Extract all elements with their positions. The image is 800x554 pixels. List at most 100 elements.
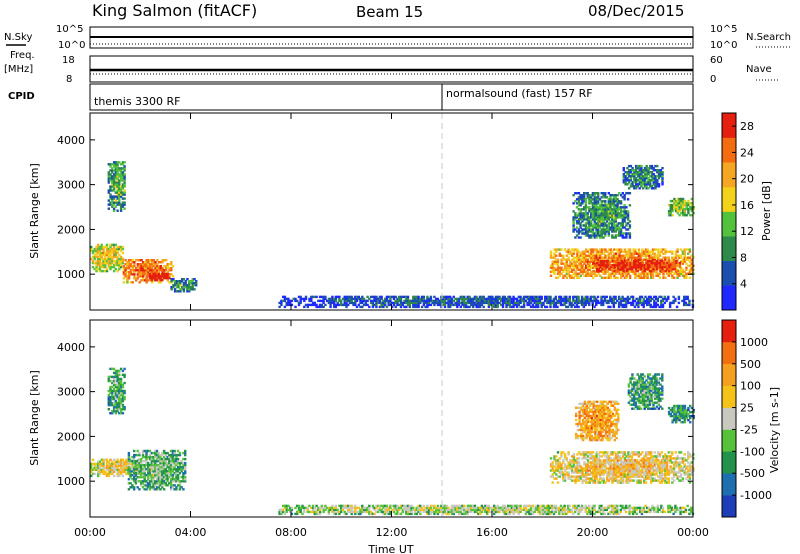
power-cell — [576, 248, 579, 251]
velocity-cell — [141, 470, 145, 473]
power-cell — [600, 295, 603, 299]
velocity-cell — [133, 463, 136, 467]
power-cell — [624, 181, 627, 184]
velocity-cell — [155, 478, 159, 481]
power-cell — [651, 305, 654, 309]
velocity-cell — [489, 506, 492, 510]
power-cell — [324, 297, 327, 301]
power-cell — [155, 274, 159, 278]
power-cell — [116, 249, 119, 253]
velocity-cell — [417, 506, 420, 510]
power-cell — [599, 256, 602, 259]
power-cell — [122, 267, 126, 270]
power-cell — [556, 248, 560, 251]
power-cell — [683, 276, 686, 279]
velocity-cell — [109, 385, 112, 389]
velocity-cell — [524, 504, 528, 508]
power-cell — [566, 299, 570, 303]
velocity-cell — [116, 466, 119, 469]
velocity-cell — [171, 486, 175, 489]
power-cell — [600, 234, 603, 237]
power-cell — [583, 254, 586, 257]
power-cell — [618, 263, 622, 267]
power-cell — [636, 183, 640, 186]
power-cell — [457, 299, 461, 303]
velocity-cell — [452, 508, 455, 512]
power-cell — [181, 286, 184, 289]
velocity-cell — [168, 461, 171, 465]
power-cell — [662, 256, 665, 259]
power-cell — [119, 195, 123, 198]
velocity-cell — [552, 506, 556, 510]
power-cell — [613, 254, 616, 257]
velocity-cell — [111, 381, 114, 385]
power-cell — [570, 258, 574, 261]
velocity-cell — [90, 470, 93, 474]
velocity-cell — [173, 488, 176, 491]
power-cell — [399, 299, 403, 303]
power-cell — [449, 303, 452, 307]
velocity-cell — [121, 383, 125, 387]
power-cell — [653, 295, 656, 299]
power-cell — [384, 303, 387, 307]
power-cell — [650, 272, 653, 275]
power-cell — [604, 216, 607, 219]
power-cell — [435, 297, 438, 301]
power-cell — [669, 269, 673, 273]
power-cell — [359, 297, 362, 301]
power-cell — [468, 295, 471, 299]
power-cell — [617, 297, 621, 301]
velocity-cell — [136, 476, 139, 479]
power-cell — [123, 175, 126, 178]
power-cell — [114, 169, 117, 172]
power-cell — [575, 202, 579, 205]
power-cell — [329, 305, 332, 309]
power-cell — [597, 230, 600, 233]
power-cell — [586, 254, 590, 257]
power-cell — [584, 228, 588, 231]
velocity-cell — [109, 389, 112, 393]
power-cell — [591, 208, 595, 211]
power-cell — [529, 297, 533, 301]
velocity-cell — [436, 506, 440, 510]
power-cell — [641, 269, 645, 273]
power-cell — [97, 257, 100, 261]
velocity-cell — [403, 508, 406, 512]
power-cell — [680, 201, 683, 205]
power-cell — [301, 297, 304, 301]
power-cell — [496, 299, 499, 303]
power-cell — [480, 295, 484, 299]
velocity-cell — [318, 506, 322, 510]
velocity-cell — [91, 472, 95, 476]
velocity-cell — [129, 482, 132, 485]
power-cell — [559, 295, 563, 299]
power-cell — [555, 268, 558, 271]
power-cell — [607, 274, 611, 277]
power-cell — [690, 258, 693, 261]
power-cell — [579, 222, 582, 225]
power-cell — [111, 171, 114, 174]
velocity-cell — [112, 474, 116, 478]
velocity-cell — [133, 486, 136, 489]
power-cell — [586, 194, 589, 197]
power-cell — [597, 226, 600, 229]
power-cell — [595, 200, 598, 203]
velocity-cell — [487, 510, 491, 514]
power-cell — [588, 299, 591, 303]
power-cell — [127, 263, 131, 266]
power-cell — [540, 295, 543, 299]
power-cell — [123, 167, 126, 170]
power-cell — [623, 210, 626, 213]
velocity-cell — [133, 470, 136, 473]
power-cell — [116, 177, 119, 180]
power-cell — [95, 261, 98, 265]
velocity-cell — [176, 466, 180, 469]
power-cell — [593, 216, 596, 219]
power-cell — [512, 303, 515, 307]
power-cell — [623, 248, 627, 251]
power-cell — [157, 269, 161, 272]
power-cell — [683, 209, 687, 213]
power-cell — [471, 301, 475, 305]
power-cell — [639, 272, 642, 275]
power-cell — [658, 272, 662, 275]
